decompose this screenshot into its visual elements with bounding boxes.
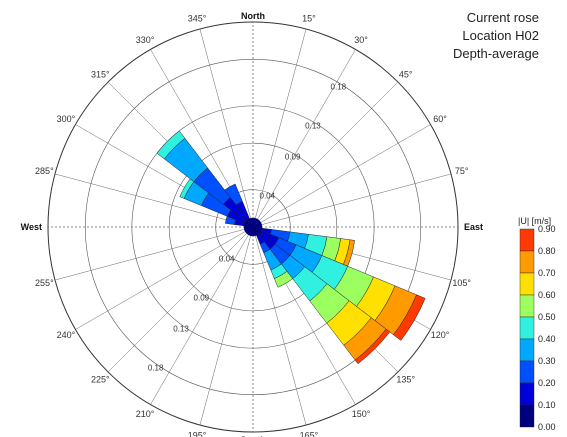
direction-tick-165: 165° (300, 431, 319, 437)
spoke-60 (252, 124, 431, 228)
direction-tick-105: 105° (452, 278, 471, 288)
spoke-30 (252, 49, 356, 228)
direction-tick-120: 120° (431, 330, 450, 340)
colorbar-label-0.60: 0.60 (538, 290, 556, 300)
title-line-3: Depth-average (453, 46, 539, 61)
colorbar-label-0.40: 0.40 (538, 334, 556, 344)
compass-south: South (240, 435, 266, 437)
direction-tick-315: 315° (91, 69, 110, 79)
spoke-45 (252, 81, 399, 228)
radial-label-0.04-33: 0.04 (260, 192, 276, 201)
radial-ring-4 (84, 58, 422, 396)
spoke-210 (150, 226, 254, 405)
direction-tick-135: 135° (396, 375, 415, 385)
colorbar-swatch-6 (519, 338, 535, 362)
colorbar-label-0.00: 0.00 (538, 422, 556, 432)
compass-north: North (241, 11, 265, 21)
spoke-255 (54, 226, 254, 281)
radial-label-0.09-33: 0.09 (285, 153, 301, 162)
direction-tick-150: 150° (352, 409, 371, 419)
compass-west: West (21, 222, 42, 232)
direction-tick-330: 330° (136, 35, 155, 45)
colorbar-label-0.70: 0.70 (538, 268, 556, 278)
rose-bars (156, 130, 426, 365)
colorbar-label-0.10: 0.10 (538, 400, 556, 410)
bar-330-bin-3 (224, 183, 243, 206)
direction-tick-345: 345° (188, 13, 207, 23)
direction-labels: North East South West 15° 30° 45° 60° 75° 105° 120… (21, 11, 483, 437)
direction-tick-30: 30° (354, 35, 368, 45)
compass-east: East (464, 222, 483, 232)
spoke-345 (199, 28, 254, 228)
center-wedge-345 (249, 217, 254, 228)
colorbar-label-0.80: 0.80 (538, 246, 556, 256)
colorbar-swatch-1 (519, 228, 535, 252)
radial-label-0.09-213: 0.09 (194, 293, 210, 302)
spoke-15 (252, 28, 307, 228)
colorbar-swatch-7 (519, 360, 535, 384)
spoke-285 (54, 173, 254, 228)
direction-tick-45: 45° (399, 69, 413, 79)
bar-150-bin-6 (274, 271, 294, 288)
title-line-2: Location H02 (462, 28, 539, 43)
colorbar-label-0.50: 0.50 (538, 312, 556, 322)
direction-tick-300: 300° (57, 114, 76, 124)
direction-tick-255: 255° (35, 278, 54, 288)
spoke-75 (252, 173, 452, 228)
direction-tick-210: 210° (136, 409, 155, 419)
radial-label-0.13-33: 0.13 (305, 121, 321, 130)
colorbar-swatch-2 (519, 250, 535, 274)
colorbar-swatch-5 (519, 316, 535, 340)
colorbar-label-0.90: 0.90 (538, 224, 556, 234)
bar-120-bin-9 (393, 294, 426, 341)
direction-tick-75: 75° (455, 166, 469, 176)
radial-label-0.13-213: 0.13 (173, 325, 189, 334)
title-line-1: Current rose (466, 10, 539, 25)
direction-tick-15: 15° (302, 13, 316, 23)
colorbar-label-0.30: 0.30 (538, 356, 556, 366)
colorbar-swatch-8 (519, 382, 535, 406)
direction-tick-240: 240° (57, 330, 76, 340)
radial-label-0.04-213: 0.04 (219, 254, 235, 263)
bar-315-bin-5 (156, 130, 186, 160)
colorbar-title: |U| [m/s] (518, 216, 551, 226)
spoke-195 (199, 226, 254, 426)
colorbar-swatch-3 (519, 272, 535, 296)
direction-tick-225: 225° (91, 375, 110, 385)
direction-tick-60: 60° (433, 114, 447, 124)
colorbar-swatch-9 (519, 404, 535, 428)
colorbar-swatch-4 (519, 294, 535, 318)
colorbar-label-0.20: 0.20 (538, 378, 556, 388)
radial-label-0.18-213: 0.18 (148, 364, 164, 373)
spoke-165 (252, 226, 307, 426)
bar-135-bin-9 (354, 328, 391, 365)
colorbar: |U| [m/s]0.90 0.80 0.70 0.60 0.50 0.40 0.30 0.2… (518, 216, 556, 432)
direction-tick-195: 195° (188, 431, 207, 437)
spoke-240 (75, 226, 254, 330)
direction-tick-285: 285° (35, 166, 54, 176)
radial-ring-2 (168, 142, 338, 312)
radial-label-0.18-33: 0.18 (331, 82, 347, 91)
spoke-225 (107, 226, 254, 373)
